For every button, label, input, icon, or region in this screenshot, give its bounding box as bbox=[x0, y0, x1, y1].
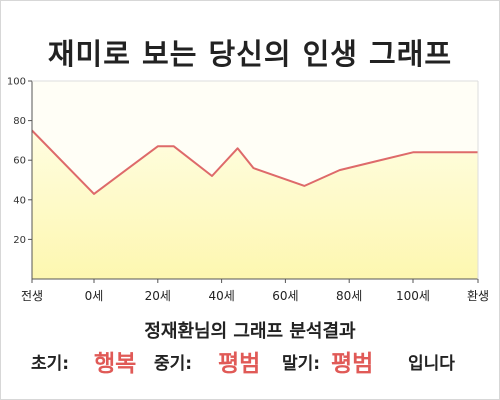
y-tick-label: 80 bbox=[13, 116, 26, 127]
early-value: 행복 bbox=[94, 351, 137, 377]
x-tick-label: 100세 bbox=[396, 289, 430, 303]
x-tick-label: 20세 bbox=[145, 289, 171, 303]
y-tick-label: 60 bbox=[13, 156, 26, 167]
y-tick-label: 40 bbox=[13, 195, 26, 206]
life-area-fill bbox=[32, 130, 478, 279]
middle-label: 중기: bbox=[154, 354, 193, 374]
result-heading: 정재환님의 그래프 분석결과 bbox=[144, 321, 356, 342]
late-label: 말기: bbox=[282, 354, 321, 374]
x-tick-label: 전생 bbox=[21, 289, 43, 303]
x-tick-label: 60세 bbox=[272, 289, 298, 303]
label-layer: 20 40 60 80 100 전생 0세 20세 40세 60세 80세 100세 환생 bbox=[7, 77, 489, 304]
y-tick-label: 20 bbox=[13, 235, 26, 246]
x-tick-label: 40세 bbox=[208, 289, 234, 303]
tick-layer bbox=[28, 80, 479, 283]
late-value: 평범 bbox=[331, 351, 374, 377]
ending-text: 입니다 bbox=[408, 354, 455, 374]
early-label: 초기: bbox=[31, 354, 70, 374]
page-title: 재미로 보는 당신의 인생 그래프 bbox=[47, 37, 453, 71]
x-tick-label: 환생 bbox=[467, 289, 489, 303]
x-tick-label: 80세 bbox=[336, 289, 362, 303]
y-tick-label: 100 bbox=[7, 77, 26, 88]
x-tick-label: 0세 bbox=[85, 289, 104, 303]
middle-value: 평범 bbox=[218, 351, 261, 377]
area-layer bbox=[31, 129, 478, 279]
result-summary: 초기: 행복 중기: 평범 말기: 평범 입니다 bbox=[0, 347, 500, 381]
life-line bbox=[31, 129, 478, 195]
